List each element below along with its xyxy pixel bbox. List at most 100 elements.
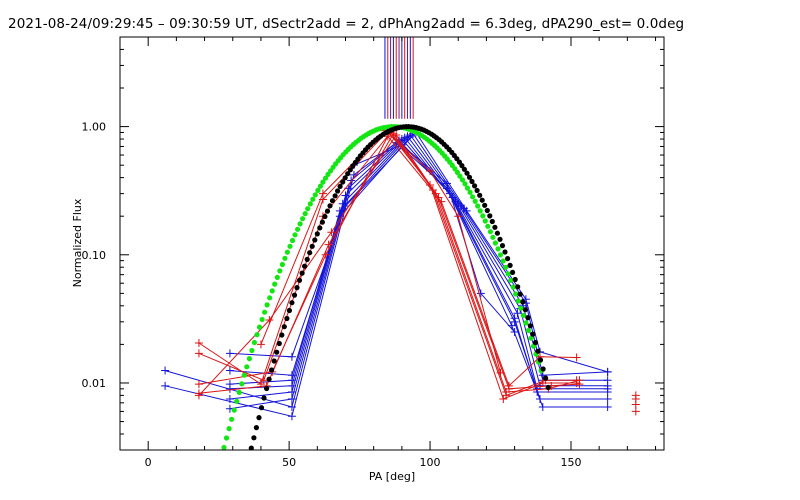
data-point-marker bbox=[496, 368, 505, 377]
fit-point bbox=[289, 237, 296, 244]
data-point-marker bbox=[225, 380, 234, 389]
data-point-marker bbox=[321, 250, 330, 259]
fit-point bbox=[271, 358, 277, 364]
fit-point bbox=[302, 211, 308, 217]
fit-point bbox=[477, 192, 483, 198]
data-point-marker bbox=[341, 191, 350, 200]
data-point-marker bbox=[603, 376, 612, 385]
fit-point bbox=[327, 203, 333, 209]
fit-point bbox=[229, 416, 235, 422]
data-point-marker bbox=[194, 380, 203, 389]
fit-point bbox=[532, 339, 539, 346]
series-line bbox=[229, 134, 608, 385]
fit-point bbox=[454, 169, 460, 175]
fit-point bbox=[264, 385, 270, 392]
fit-point bbox=[266, 376, 272, 382]
fit-point bbox=[502, 249, 508, 255]
fit-point bbox=[262, 309, 268, 315]
green-gaussian bbox=[221, 124, 544, 450]
data-point-marker bbox=[225, 366, 234, 375]
fit-point bbox=[487, 213, 493, 219]
fit-point bbox=[312, 237, 318, 243]
series-red-18 bbox=[631, 400, 640, 409]
fit-point bbox=[507, 262, 513, 268]
y-tick-label: 0.10 bbox=[82, 249, 107, 262]
data-point-marker bbox=[462, 206, 471, 215]
fit-point bbox=[223, 435, 230, 441]
fit-point bbox=[289, 300, 295, 306]
fit-point bbox=[312, 192, 318, 198]
fit-point bbox=[527, 323, 534, 329]
fit-point bbox=[317, 183, 323, 189]
fit-point bbox=[248, 445, 254, 450]
series-blue-7 bbox=[225, 129, 612, 380]
series-line bbox=[198, 130, 577, 400]
fit-point bbox=[482, 202, 488, 208]
fit-point bbox=[307, 201, 313, 207]
series-line bbox=[198, 134, 580, 396]
fit-point bbox=[520, 299, 526, 305]
data-point-marker bbox=[347, 176, 356, 185]
data-point-marker bbox=[225, 394, 234, 403]
fit-point bbox=[342, 175, 348, 181]
fit-point bbox=[324, 208, 331, 214]
fit-point bbox=[489, 218, 495, 225]
axes: 0 50 100 150 0.01 0.10 1.00 bbox=[82, 37, 664, 469]
fit-point bbox=[469, 178, 475, 185]
fit-point bbox=[545, 384, 551, 391]
fit-point bbox=[226, 426, 232, 432]
fit-point bbox=[284, 315, 290, 322]
fit-point bbox=[269, 288, 275, 294]
plot-frame bbox=[119, 36, 665, 451]
fit-point bbox=[320, 179, 326, 185]
fit-point bbox=[505, 256, 511, 262]
series-line bbox=[260, 129, 501, 373]
data-point-marker bbox=[225, 349, 234, 358]
data-point-marker bbox=[287, 402, 296, 411]
series-red-19 bbox=[631, 407, 640, 416]
series-red-11 bbox=[194, 128, 581, 400]
data-point-marker bbox=[603, 402, 612, 411]
fit-point bbox=[494, 230, 500, 236]
fit-point bbox=[459, 177, 466, 183]
data-point-marker bbox=[318, 189, 327, 198]
fit-point bbox=[485, 223, 491, 229]
fit-point bbox=[274, 349, 280, 355]
fit-point bbox=[528, 335, 534, 341]
fit-point bbox=[520, 312, 526, 318]
fit-point bbox=[292, 232, 298, 238]
data-point-marker bbox=[287, 412, 296, 421]
fit-point bbox=[522, 307, 528, 313]
fit-point bbox=[249, 347, 255, 354]
data-point-marker bbox=[476, 289, 485, 298]
fit-point bbox=[251, 435, 257, 441]
data-point-marker bbox=[161, 381, 170, 390]
series-line bbox=[198, 131, 577, 397]
fit-point bbox=[272, 281, 278, 287]
data-point-marker bbox=[341, 202, 350, 211]
data-point-marker bbox=[510, 314, 519, 323]
fit-point bbox=[472, 198, 478, 204]
data-point-marker bbox=[535, 394, 544, 403]
x-tick-label: 0 bbox=[145, 456, 152, 469]
fit-point bbox=[474, 187, 480, 194]
data-point-marker bbox=[631, 400, 640, 409]
fit-point bbox=[325, 171, 331, 177]
fit-point bbox=[317, 225, 323, 231]
fit-point bbox=[302, 263, 308, 269]
series-red-13 bbox=[194, 130, 584, 400]
data-point-marker bbox=[513, 309, 522, 318]
data-point-marker bbox=[287, 371, 296, 380]
fit-point bbox=[234, 398, 240, 404]
fit-point bbox=[329, 198, 336, 204]
x-tick-label: 100 bbox=[420, 456, 441, 469]
fit-point bbox=[535, 348, 541, 354]
fit-point bbox=[492, 240, 498, 246]
fit-point bbox=[251, 339, 257, 346]
data-point-marker bbox=[454, 212, 463, 221]
fit-point bbox=[537, 357, 544, 363]
black-gaussian bbox=[248, 124, 551, 450]
fit-point bbox=[530, 331, 536, 337]
data-point-marker bbox=[504, 381, 513, 390]
